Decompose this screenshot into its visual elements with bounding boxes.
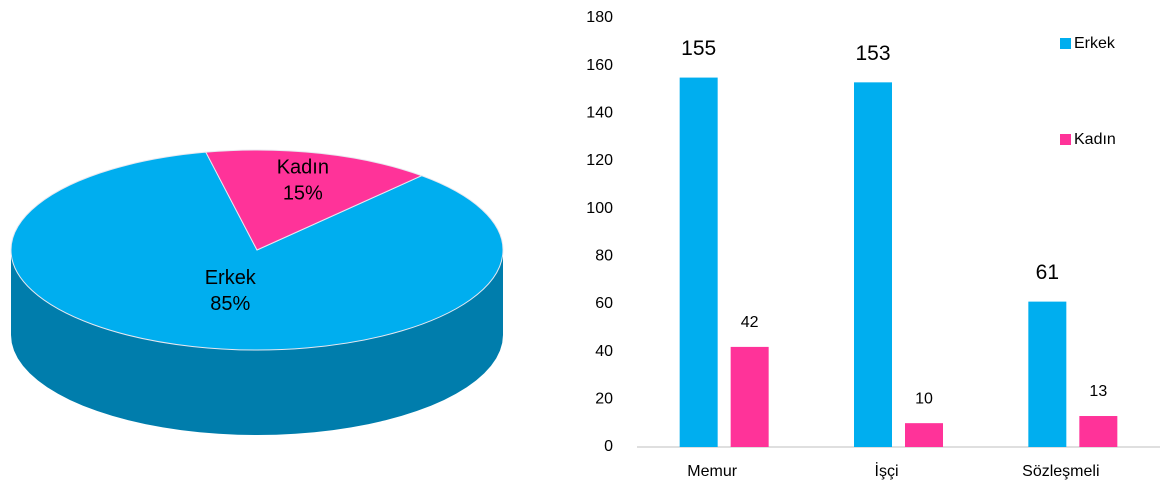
data-label: 61 <box>1036 261 1059 284</box>
bar <box>730 346 769 447</box>
x-tick-label: İşçi <box>875 461 899 480</box>
x-tick-label: Memur <box>687 463 737 480</box>
pie-side <box>11 250 503 435</box>
bar <box>1028 301 1067 447</box>
data-label: 155 <box>681 37 716 60</box>
x-tick-label: Sözleşmeli <box>1022 463 1099 480</box>
pie-slice <box>205 149 423 251</box>
bar <box>1079 416 1118 447</box>
legend-swatch <box>1060 134 1071 145</box>
legend-label: Erkek <box>1074 35 1116 52</box>
y-tick-label: 120 <box>586 152 613 169</box>
y-tick-label: 40 <box>595 343 613 360</box>
data-label: 153 <box>855 42 890 65</box>
legend-swatch <box>1060 38 1071 49</box>
y-tick-label: 160 <box>586 57 613 74</box>
pie-value-label: 15% <box>283 183 323 205</box>
y-tick-label: 60 <box>595 295 613 312</box>
y-tick-label: 0 <box>604 438 613 455</box>
bar <box>905 423 943 447</box>
y-tick-label: 140 <box>586 105 613 122</box>
data-label: 42 <box>741 314 759 331</box>
y-tick-label: 100 <box>586 200 613 217</box>
legend-label: Kadın <box>1074 131 1116 148</box>
pie-label: Kadın <box>277 157 329 179</box>
y-tick-label: 80 <box>595 248 613 265</box>
pie-label: Erkek <box>205 267 257 289</box>
y-tick-label: 180 <box>586 9 613 26</box>
bar <box>854 82 892 447</box>
data-label: 13 <box>1089 383 1107 400</box>
y-tick-label: 20 <box>595 391 613 408</box>
bar <box>679 77 718 447</box>
pie-value-label: 85% <box>210 293 250 315</box>
pie-slice <box>10 151 504 351</box>
data-label: 10 <box>915 390 933 407</box>
